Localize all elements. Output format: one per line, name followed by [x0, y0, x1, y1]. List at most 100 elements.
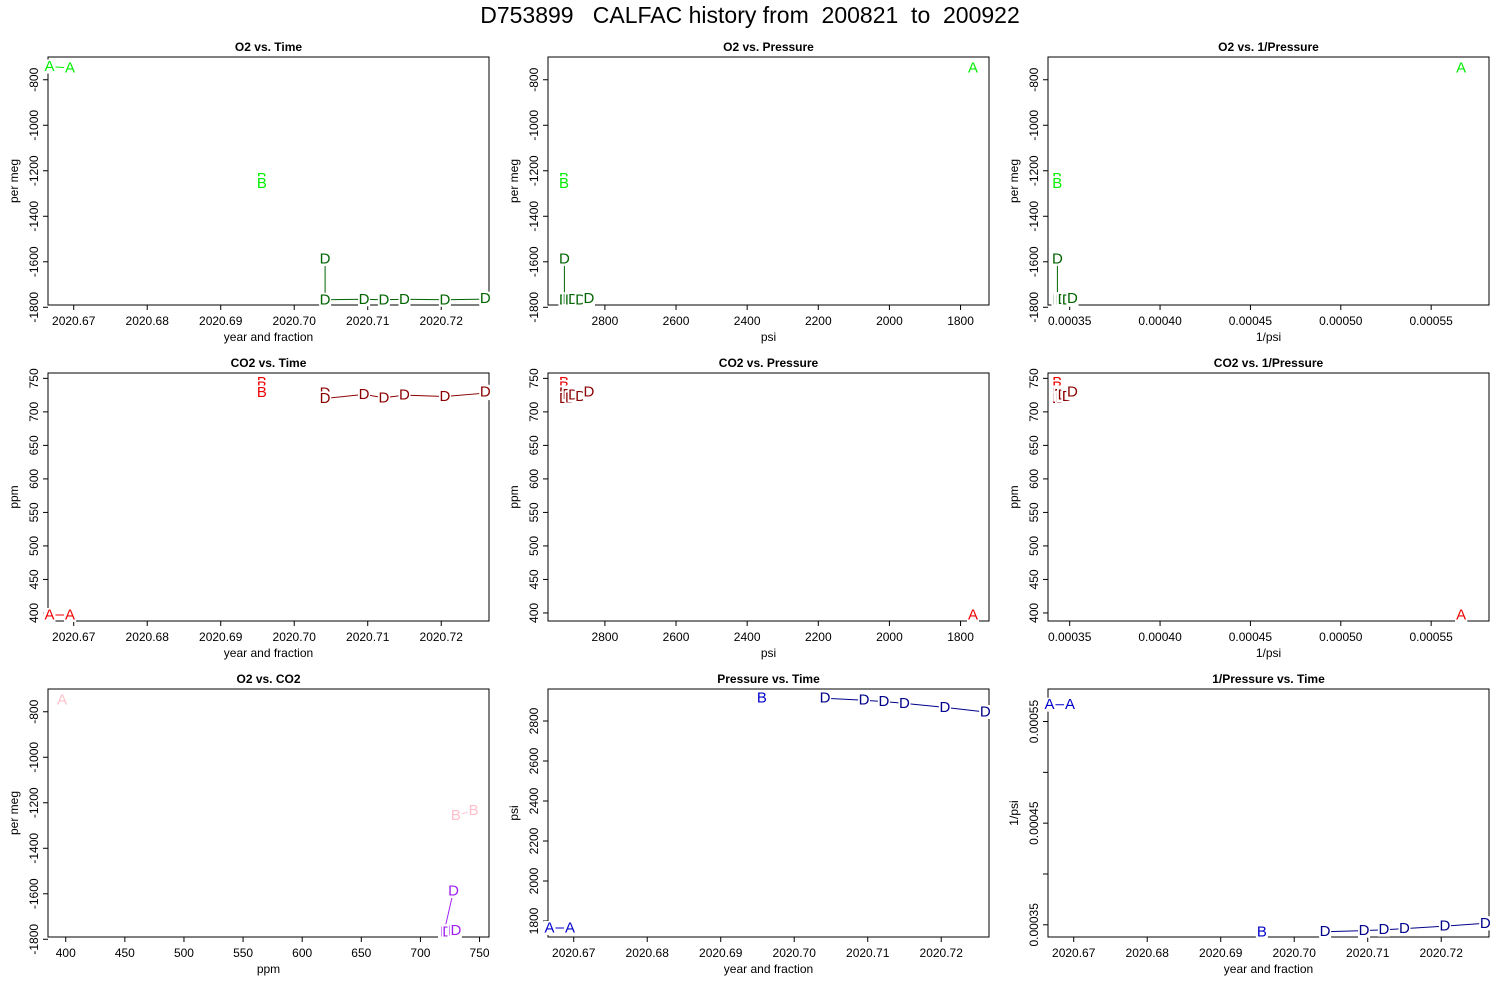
series-D: DDDDDDDD [438, 883, 462, 940]
x-tick-label: 2020.69 [1199, 946, 1243, 960]
data-point: A [968, 606, 978, 623]
x-tick-label: 2020.69 [699, 946, 743, 960]
x-tick-label: 2020.67 [552, 946, 596, 960]
series-line [324, 391, 486, 400]
y-tick-label: -1400 [1027, 201, 1041, 232]
point-background [543, 921, 556, 935]
x-tick-label: 2000 [876, 630, 903, 644]
x-tick-label: 2020.69 [199, 314, 243, 328]
y-tick-label: -1800 [1027, 292, 1041, 323]
series-D: DDDDDDDD [1051, 251, 1079, 308]
y-tick-label: 400 [527, 603, 541, 623]
chart-title: Pressure vs. Time [717, 672, 820, 686]
point-background [1358, 923, 1371, 938]
point-background [1377, 922, 1390, 937]
series-B: B [755, 690, 768, 707]
plot-frame [1047, 56, 1490, 306]
x-tick-label: 700 [410, 946, 430, 960]
point-background [898, 696, 911, 711]
y-tick-label: -1000 [27, 742, 41, 773]
y-tick-label: 0.00045 [1027, 801, 1041, 845]
data-point: D [359, 291, 370, 308]
series-D: DDDDDDDD [558, 251, 595, 308]
point-background [479, 291, 492, 306]
point-background [467, 803, 480, 818]
point-background [438, 389, 451, 404]
data-point: D [583, 290, 594, 307]
series-A: AA [966, 58, 979, 76]
x-tick-label: 0.00045 [1229, 630, 1273, 644]
y-tick-label: 750 [1027, 368, 1041, 388]
data-point: A [44, 606, 54, 623]
y-tick-label: -1800 [527, 292, 541, 323]
point-background [319, 391, 332, 406]
point-background [1438, 919, 1451, 934]
y-tick-label: -1200 [27, 155, 41, 186]
x-tick-label: 0.00055 [1409, 314, 1453, 328]
data-point: B [1052, 175, 1062, 192]
point-background [358, 292, 371, 307]
series-B: BB [558, 170, 571, 192]
point-background [449, 808, 462, 823]
y-axis-label: per meg [7, 791, 21, 835]
y-tick-label: 500 [27, 536, 41, 556]
y-tick-label: -1800 [27, 292, 41, 323]
data-point: D [559, 251, 570, 268]
x-axis-label: year and fraction [224, 330, 313, 344]
data-point: D [820, 690, 831, 707]
y-axis-label: per meg [507, 159, 521, 203]
y-tick-label: 0.00055 [1027, 700, 1041, 744]
x-tick-label: 2400 [734, 314, 761, 328]
series-A: AA [1455, 58, 1468, 76]
y-tick-label: 550 [527, 502, 541, 522]
series-line [825, 697, 986, 713]
point-background [1479, 916, 1492, 931]
series-A: AA [56, 690, 69, 708]
x-tick-label: 550 [233, 946, 253, 960]
x-tick-label: 2020.67 [1052, 946, 1096, 960]
data-point: B [559, 175, 569, 192]
data-point: D [1378, 921, 1389, 938]
x-tick-label: 2800 [592, 314, 619, 328]
x-tick-label: 2020.72 [920, 946, 964, 960]
point-background [1066, 384, 1079, 399]
point-background [819, 691, 832, 706]
point-background [1319, 924, 1332, 939]
x-tick-label: 2020.71 [1346, 946, 1390, 960]
x-tick-label: 2020.67 [52, 630, 96, 644]
x-tick-label: 2020.71 [346, 314, 390, 328]
data-point: A [544, 920, 554, 937]
chart-title: O2 vs. Pressure [723, 40, 814, 54]
data-point: D [480, 383, 491, 400]
data-point: D [899, 695, 910, 712]
point-background [319, 252, 332, 267]
plot-frame [547, 688, 990, 938]
y-tick-label: -800 [1027, 67, 1041, 91]
x-tick-label: 650 [351, 946, 371, 960]
y-tick-label: 600 [527, 469, 541, 489]
chart-panel-8: Pressure vs. Time 2020.67 2020.68 2020.69 20… [507, 672, 992, 976]
chart-panel-4: CO2 vs. Time 2020.67 2020.68 2020.69 2020.70… [7, 356, 492, 660]
y-tick-label: 650 [527, 435, 541, 455]
plot-frame [547, 56, 990, 306]
chart-title: CO2 vs. Time [231, 356, 307, 370]
x-tick-label: 2020.71 [846, 946, 890, 960]
series-B: BB [255, 170, 268, 192]
point-background [398, 388, 411, 403]
series-B: BBB [255, 374, 268, 401]
data-point: D [439, 291, 450, 308]
chart-panel-6: CO2 vs. 1/Pressure 0.00035 0.00040 0.00045 0… [1007, 356, 1490, 660]
y-tick-label: 450 [1027, 569, 1041, 589]
data-point: B [469, 802, 479, 819]
point-background [558, 176, 571, 191]
x-tick-label: 2200 [805, 630, 832, 644]
point-background [582, 384, 595, 399]
y-axis-label: per meg [1007, 159, 1021, 203]
y-tick-label: 750 [527, 368, 541, 388]
y-axis-label: ppm [7, 485, 21, 508]
point-background [438, 292, 451, 307]
data-point: B [451, 807, 461, 824]
